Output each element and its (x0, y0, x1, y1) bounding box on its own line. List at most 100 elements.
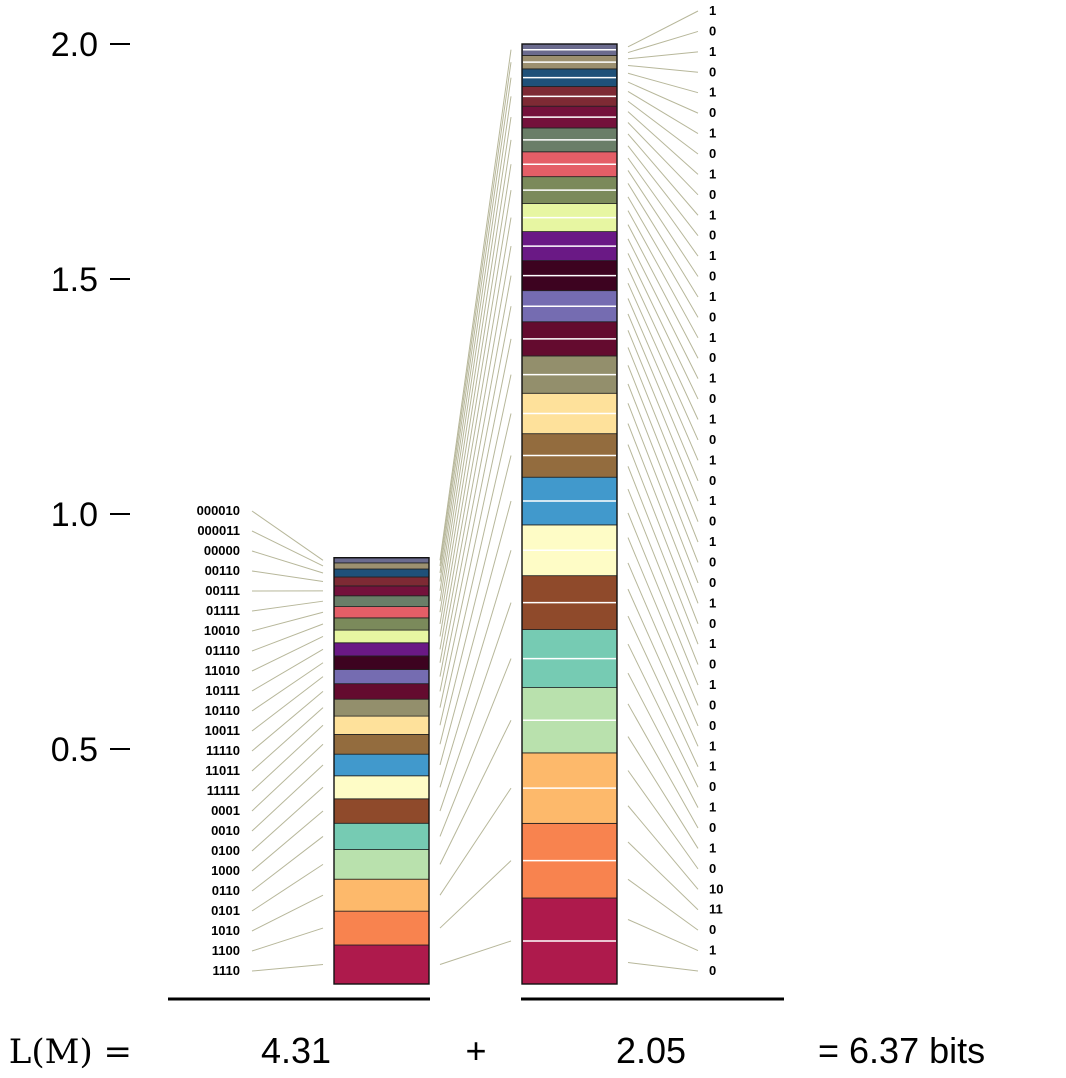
bar-connector-line (439, 62, 512, 567)
bit-leader-line (627, 736, 699, 849)
bar-connector-line (439, 338, 512, 692)
bar-connector-line (439, 275, 512, 663)
bit-leader-line (627, 512, 699, 686)
code-leader-line (251, 927, 324, 952)
bar-connector-line (439, 940, 512, 965)
bar-connector-line (439, 139, 512, 602)
bit-leader-line (627, 347, 699, 522)
bit-label: 1 (709, 44, 716, 59)
left-bar-segment (333, 715, 430, 735)
bit-leader-line (627, 444, 699, 624)
code-leader-line (251, 963, 324, 972)
left-bar-segment (333, 585, 430, 597)
bit-label: 0 (709, 432, 716, 447)
bit-leader-line (627, 238, 699, 379)
bit-label: 0 (709, 657, 716, 672)
bit-label: 0 (709, 105, 716, 120)
bit-leader-line (627, 365, 699, 543)
y-tick-label: 1.5 (51, 261, 98, 299)
bit-leader-line (627, 672, 699, 808)
bit-label: 0 (709, 64, 716, 79)
code-leader-line (251, 600, 324, 612)
bit-label: 0 (709, 23, 716, 38)
bar-connector-line (439, 500, 512, 766)
bit-label: 0 (709, 350, 716, 365)
bit-label: 1 (709, 677, 716, 692)
code-label: 1010 (211, 923, 240, 938)
code-label: 10010 (204, 623, 240, 638)
bit-leader-line (627, 330, 699, 502)
bit-label: 1 (709, 738, 716, 753)
left-stacked-bar (333, 557, 430, 985)
bar-connector-line (439, 860, 512, 929)
right-total: 2.05 (616, 1030, 686, 1071)
code-leader-line (251, 691, 324, 752)
bit-label: 0 (709, 187, 716, 202)
bit-label: 0 (709, 554, 716, 569)
code-label: 11010 (205, 663, 240, 678)
bit-label: 0 (709, 779, 716, 794)
bit-leader-line (627, 403, 699, 584)
bit-label: 1 (709, 800, 716, 815)
left-bar-segment (333, 944, 430, 985)
right-bit-labels: 0101110010101100101010010101010101010101… (709, 3, 723, 978)
bit-leader-line (627, 183, 699, 298)
bit-label: 1 (709, 412, 716, 427)
bit-leader-line (627, 157, 699, 257)
left-bar-segment (333, 557, 430, 564)
bit-leader-line (627, 267, 699, 420)
bit-label: 0 (709, 575, 716, 590)
bit-leader-line (627, 770, 699, 870)
bit-label: 1 (709, 207, 716, 222)
bit-label: 0 (709, 391, 716, 406)
y-tick-label: 0.5 (51, 731, 98, 769)
code-leader-line (251, 611, 324, 632)
bit-leader-line (627, 703, 699, 829)
bit-leader-line (627, 145, 699, 236)
bit-leader-line (627, 133, 699, 216)
bar-connector-line (439, 96, 512, 582)
bar-connector-line (439, 602, 512, 812)
right-stacked-bar (521, 43, 618, 985)
bit-label: 0 (709, 309, 716, 324)
code-leader-line (251, 724, 324, 792)
bar-connector-line (439, 77, 512, 574)
code-label: 01111 (206, 603, 240, 618)
bit-leader-line (627, 253, 699, 400)
left-bar-segment (333, 683, 430, 700)
left-bar-segment (333, 822, 430, 850)
code-leader-line (251, 764, 324, 832)
connector-lines (251, 10, 699, 972)
bit-label: 0 (709, 514, 716, 529)
bit-label: 1 (709, 759, 716, 774)
code-leader-line (251, 648, 324, 692)
left-bar-segment (333, 775, 430, 800)
bar-connector-line (439, 217, 512, 637)
code-label: 10110 (205, 703, 240, 718)
bar-connector-line (439, 720, 512, 865)
left-bar-segment (333, 734, 430, 755)
bit-leader-line (627, 383, 699, 563)
left-code-labels: 1110 1100 1010 0101 0110 1000 0100 0010 0001 1111… (197, 503, 240, 978)
code-label: 0010 (211, 823, 240, 838)
bit-label: 1 (709, 85, 716, 100)
y-axis: 2.0 1.5 1.0 0.5 (51, 26, 130, 769)
left-bar-segment (333, 669, 430, 685)
left-bar-segment (333, 849, 430, 880)
bit-leader-line (627, 111, 699, 175)
bit-leader-line (627, 643, 699, 788)
bit-label: 0 (709, 146, 716, 161)
code-leader-line (251, 810, 324, 872)
bit-label: 1 (709, 371, 716, 386)
bit-label: 1 (709, 840, 716, 855)
bit-leader-line (627, 72, 699, 94)
bar-connector-line (439, 116, 512, 591)
bit-label: 0 (709, 228, 716, 243)
left-bar-segment (333, 698, 430, 717)
left-bar-segment (333, 617, 430, 631)
bit-leader-line (627, 466, 699, 645)
bit-leader-line (627, 488, 699, 665)
left-bar-outline (333, 557, 430, 985)
bit-label: 0 (709, 922, 716, 937)
